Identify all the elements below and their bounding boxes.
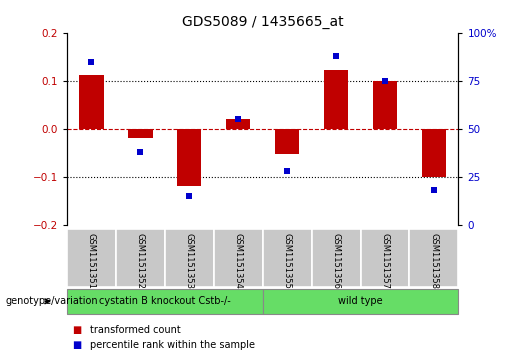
Text: cystatin B knockout Cstb-/-: cystatin B knockout Cstb-/- <box>99 296 231 306</box>
Point <box>88 58 96 65</box>
Point <box>283 168 291 174</box>
Text: percentile rank within the sample: percentile rank within the sample <box>90 340 255 350</box>
Bar <box>79 75 104 129</box>
Point <box>430 188 438 193</box>
Text: wild type: wild type <box>338 296 383 306</box>
Text: GSM1151357: GSM1151357 <box>381 233 389 289</box>
Point <box>185 193 194 199</box>
Text: ■: ■ <box>72 325 81 335</box>
Text: GSM1151358: GSM1151358 <box>430 233 438 289</box>
Bar <box>275 129 299 154</box>
Bar <box>177 129 201 185</box>
Text: GSM1151354: GSM1151354 <box>234 233 243 289</box>
Bar <box>226 119 250 129</box>
Text: ■: ■ <box>72 340 81 350</box>
Text: GSM1151352: GSM1151352 <box>136 233 145 289</box>
Bar <box>422 129 446 177</box>
Text: genotype/variation: genotype/variation <box>5 296 98 306</box>
Text: GSM1151355: GSM1151355 <box>283 233 291 289</box>
Text: GSM1151351: GSM1151351 <box>87 233 96 289</box>
Title: GDS5089 / 1435665_at: GDS5089 / 1435665_at <box>182 15 344 29</box>
Point <box>332 53 340 59</box>
Text: GSM1151356: GSM1151356 <box>332 233 340 289</box>
Point <box>234 116 242 122</box>
Text: GSM1151353: GSM1151353 <box>185 233 194 289</box>
Point <box>381 78 389 83</box>
Bar <box>128 129 152 138</box>
Bar <box>373 81 397 129</box>
Bar <box>324 70 348 129</box>
Text: transformed count: transformed count <box>90 325 181 335</box>
Point <box>136 149 144 155</box>
